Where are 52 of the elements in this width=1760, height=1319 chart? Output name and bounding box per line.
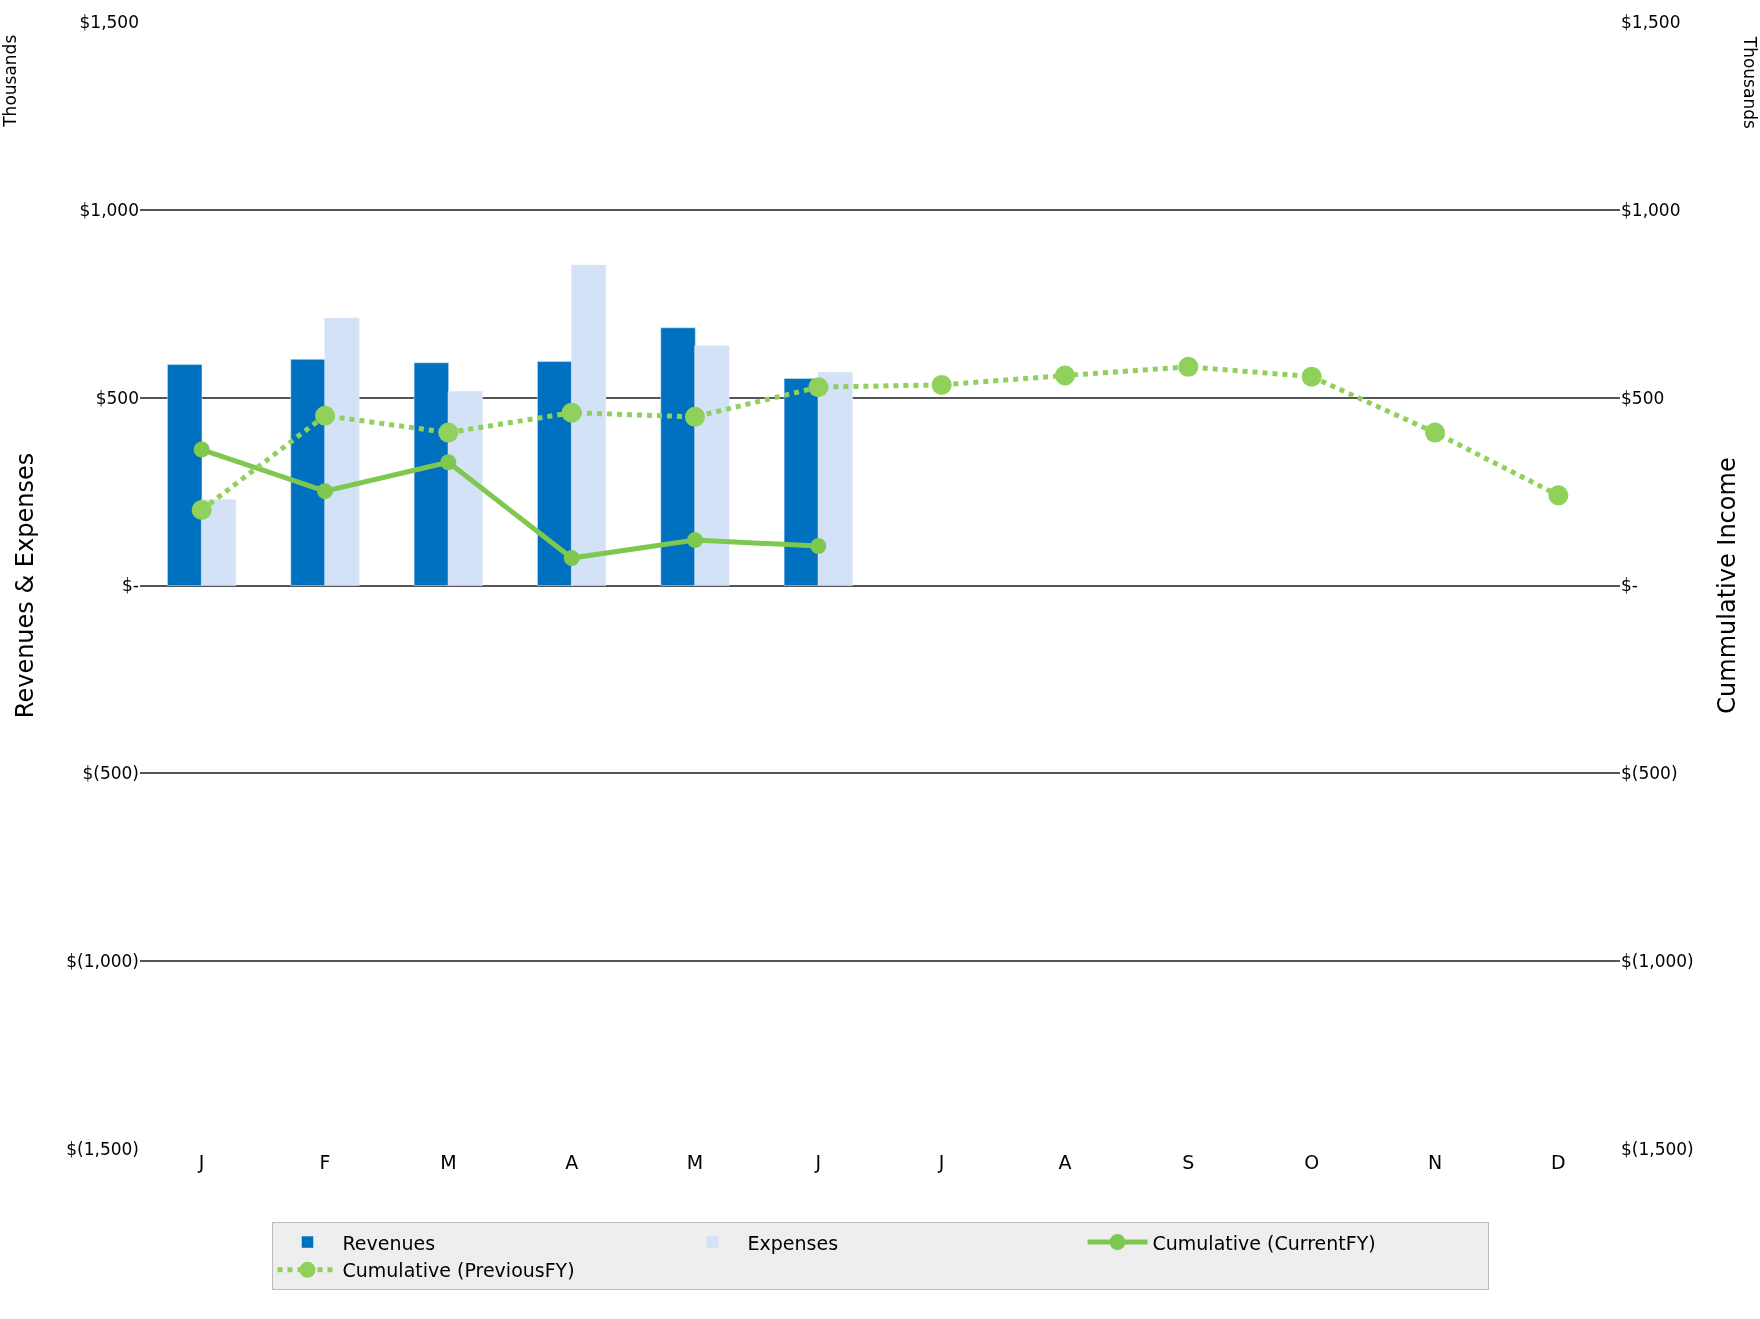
y-tick-label: $(500)	[82, 763, 139, 784]
legend-label: Expenses	[747, 1231, 839, 1254]
y-tick-label: $-	[122, 575, 139, 596]
point	[808, 377, 829, 398]
text: Thousands	[1739, 35, 1760, 129]
point	[440, 454, 457, 471]
point	[1548, 485, 1569, 506]
x-tick-label: A	[565, 1151, 579, 1173]
point	[685, 406, 705, 427]
x-tick-label: F	[319, 1151, 331, 1173]
x-tick-label: M	[686, 1151, 704, 1173]
x-tick-label: M	[440, 1151, 457, 1173]
y-tick-label: $(1,000)	[66, 951, 139, 972]
x-tick-label: J	[937, 1151, 945, 1173]
y2-tick-label: $1,500	[1621, 11, 1681, 32]
y-tick-label: $(1,500)	[66, 1138, 139, 1159]
y-tick-label: $1,500	[79, 11, 139, 32]
x-tick-label: S	[1182, 1151, 1195, 1173]
point	[193, 441, 210, 458]
y-tick-label: $500	[95, 387, 139, 408]
y2-tick-label: $500	[1621, 387, 1665, 408]
y2-axis-title: Cummulative Income	[1713, 457, 1742, 714]
y2-tick-label: $(500)	[1621, 763, 1678, 784]
x-tick-label: A	[1058, 1151, 1072, 1173]
point	[1301, 366, 1322, 387]
point	[1425, 422, 1445, 443]
text: Thousands	[0, 34, 21, 128]
x-tick-label: N	[1427, 1151, 1443, 1173]
point	[931, 374, 952, 395]
point	[438, 422, 459, 443]
point	[1178, 356, 1199, 377]
point	[687, 532, 703, 549]
point	[191, 499, 212, 520]
point	[561, 402, 582, 423]
y2-tick-label: $-	[1621, 575, 1638, 596]
point	[1055, 365, 1075, 386]
y-axis-title: Revenues & Expenses	[11, 452, 40, 719]
legend-label: Cumulative (CurrentFY)	[1152, 1231, 1376, 1254]
point	[315, 405, 335, 426]
point	[317, 483, 333, 500]
x-tick-label: D	[1551, 1151, 1566, 1173]
y2-tick-label: $1,000	[1621, 199, 1681, 220]
x-tick-label: O	[1304, 1151, 1320, 1173]
x-tick-label: J	[197, 1151, 205, 1173]
legend-label: Revenues	[342, 1231, 436, 1254]
legend-label: Cumulative (PreviousFY)	[342, 1259, 575, 1282]
point	[563, 550, 580, 567]
y2-tick-label: $(1,000)	[1621, 951, 1694, 972]
y2-tick-label: $(1,500)	[1621, 1138, 1694, 1159]
y-tick-label: $1,000	[79, 199, 139, 220]
x-tick-label: J	[814, 1151, 822, 1173]
point	[810, 538, 827, 555]
